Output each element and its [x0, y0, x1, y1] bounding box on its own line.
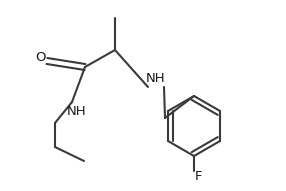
Text: O: O	[35, 50, 45, 63]
Text: NH: NH	[67, 104, 87, 117]
Text: F: F	[194, 171, 202, 184]
Text: NH: NH	[146, 71, 166, 84]
